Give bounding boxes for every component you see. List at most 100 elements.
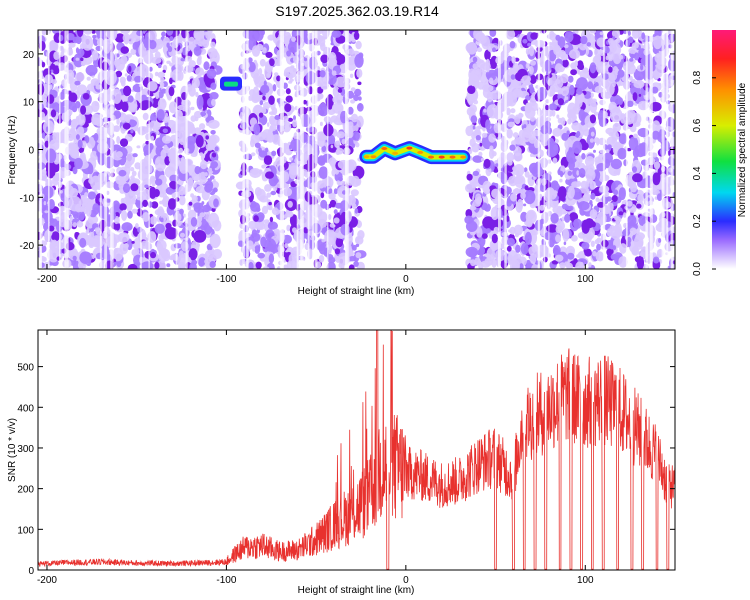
colorbar-tick-label: 0.6	[692, 118, 703, 132]
noise-blob	[352, 165, 365, 180]
noise-blob	[161, 135, 172, 144]
noise-blob	[52, 65, 60, 75]
noise-blob	[291, 36, 297, 42]
noise-blob	[262, 266, 270, 269]
noise-blob	[323, 46, 331, 56]
snr-x-ticks: -200 -100 0 100	[37, 330, 594, 586]
noise-blob	[149, 216, 157, 225]
noise-blob	[115, 223, 120, 231]
noise-blob	[213, 187, 218, 193]
noise-blob	[608, 40, 613, 46]
noise-blob	[75, 57, 80, 61]
noise-blob	[548, 103, 557, 111]
noise-blob	[347, 129, 354, 139]
noise-blob	[347, 106, 354, 115]
noise-blob	[143, 38, 150, 49]
noise-blob	[151, 176, 157, 187]
noise-blob	[595, 61, 604, 74]
noise-blob	[178, 154, 183, 158]
noise-blob	[114, 33, 125, 43]
noise-blob	[179, 208, 184, 215]
noise-blob	[68, 101, 77, 111]
noise-blob	[164, 227, 178, 240]
noise-blob	[167, 148, 177, 159]
noise-blob	[637, 76, 642, 81]
noise-blob	[598, 116, 607, 128]
snr-series	[38, 330, 675, 570]
noise-blob	[356, 115, 364, 128]
noise-blob	[83, 30, 93, 35]
noise-blob	[627, 30, 631, 36]
signal-point	[449, 155, 456, 159]
noise-blob	[511, 56, 516, 64]
noise-blob	[74, 157, 83, 170]
noise-blob	[568, 159, 575, 171]
noise-blob	[531, 165, 544, 178]
noise-blob	[510, 108, 516, 114]
noise-blob	[87, 237, 95, 247]
snr-line	[38, 330, 675, 570]
noise-blob	[81, 202, 88, 210]
noise-blob	[211, 207, 216, 212]
snr-x-label: Height of straight line (km)	[298, 585, 415, 596]
noise-blob	[252, 246, 256, 252]
noise-blob	[335, 202, 343, 209]
noise-blob	[510, 193, 518, 202]
noise-gap	[543, 30, 546, 269]
noise-blob	[611, 130, 619, 141]
noise-blob	[205, 144, 209, 150]
noise-blob	[264, 219, 270, 224]
noise-blob	[335, 238, 343, 248]
noise-blob	[337, 88, 343, 93]
noise-blob	[284, 31, 292, 40]
noise-blob	[493, 226, 499, 232]
noise-blob	[156, 239, 167, 251]
noise-blob	[272, 84, 277, 92]
noise-blob	[162, 64, 168, 72]
noise-blob	[594, 85, 603, 94]
noise-blob	[136, 30, 144, 37]
noise-blob	[95, 252, 104, 260]
noise-blob	[617, 147, 627, 160]
noise-blob	[608, 101, 618, 114]
noise-blob	[482, 84, 494, 93]
noise-blob	[619, 243, 627, 254]
snr-panel: -200 -100 0 100 0 100 200 300 400 500 Height of …	[7, 329, 676, 596]
x-tick-label: -200	[37, 575, 57, 586]
noise-blob	[638, 93, 642, 97]
noise-blob	[328, 188, 333, 194]
noise-blob	[113, 125, 120, 132]
noise-blob	[567, 252, 575, 260]
noise-blob	[353, 94, 359, 102]
snr-y-ticks: 0 100 200 300 400 500	[17, 363, 675, 577]
noise-gap	[314, 30, 318, 269]
noise-blob	[263, 155, 273, 166]
noise-blob	[653, 161, 661, 170]
noise-blob	[214, 146, 219, 152]
noise-blob	[303, 228, 309, 234]
noise-blob	[158, 249, 167, 264]
noise-blob	[136, 208, 143, 217]
noise-blob	[52, 175, 59, 186]
noise-blob	[576, 77, 588, 91]
noise-blob	[120, 198, 125, 204]
noise-blob	[637, 193, 644, 203]
noise-blob	[191, 77, 200, 89]
noise-blob	[316, 180, 325, 189]
noise-blob	[254, 187, 262, 197]
noise-blob	[162, 193, 168, 201]
noise-blob	[285, 88, 291, 95]
signal-point	[438, 155, 445, 159]
noise-blob	[125, 115, 131, 124]
noise-blob	[90, 150, 98, 162]
noise-blob	[119, 203, 127, 211]
noise-blob	[303, 57, 308, 62]
noise-blob	[255, 261, 262, 269]
noise-blob	[547, 137, 555, 149]
noise-blob	[289, 78, 294, 82]
noise-blob	[631, 246, 640, 256]
noise-blob	[44, 178, 49, 182]
colorbar-gradient	[712, 30, 736, 269]
noise-blob	[466, 107, 476, 117]
noise-blob	[178, 261, 186, 269]
